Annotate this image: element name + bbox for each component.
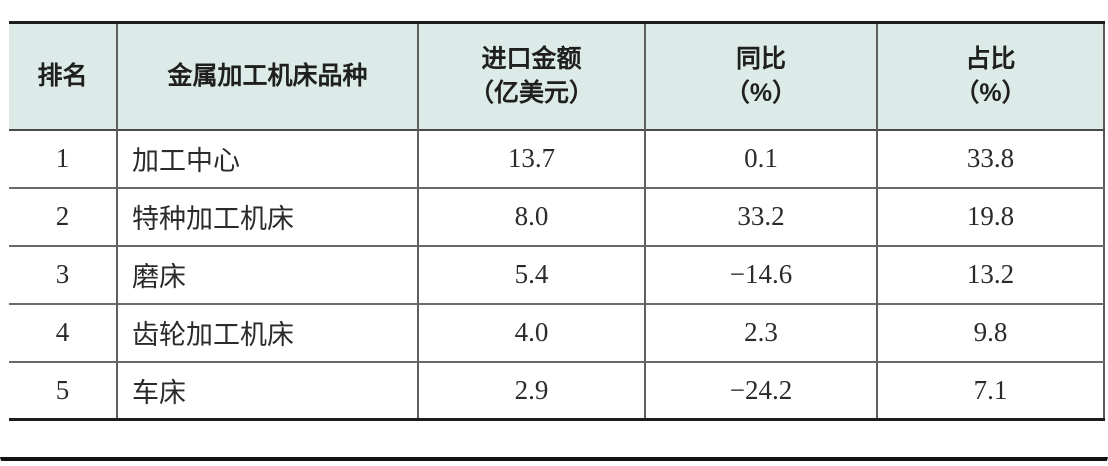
cell-yoy: 2.3: [645, 303, 878, 362]
cell-category: 加工中心: [117, 129, 419, 188]
cell-rank: 3: [9, 245, 118, 304]
cell-yoy: −24.2: [645, 361, 878, 420]
cell-yoy: 0.1: [645, 129, 878, 188]
page-bottom-rule: [0, 457, 1108, 461]
header-import-amount-line2: （亿美元）: [468, 79, 594, 108]
cell-rank: 1: [9, 129, 118, 188]
header-rank: 排名: [9, 22, 118, 130]
header-yoy: 同比 （%）: [645, 22, 878, 130]
table-row: 4 齿轮加工机床 4.0 2.3 9.8: [9, 303, 1104, 362]
cell-category: 齿轮加工机床: [117, 303, 419, 362]
table-row: 5 车床 2.9 −24.2 7.1: [9, 361, 1104, 420]
header-import-amount: 进口金额 （亿美元）: [418, 22, 646, 130]
cell-rank: 4: [9, 303, 118, 362]
cell-rank: 5: [9, 361, 118, 420]
table-row: 1 加工中心 13.7 0.1 33.8: [9, 129, 1104, 188]
table-row: 2 特种加工机床 8.0 33.2 19.8: [9, 187, 1104, 246]
machine-tool-import-table: 排名 金属加工机床品种 进口金额 （亿美元） 同比 （%） 占比 （%）: [9, 21, 1105, 421]
table-header-row: 排名 金属加工机床品种 进口金额 （亿美元） 同比 （%） 占比 （%）: [9, 22, 1104, 130]
cell-import-amount: 8.0: [418, 187, 646, 246]
cell-category: 特种加工机床: [117, 187, 419, 246]
header-share-line2: （%）: [954, 79, 1027, 108]
cell-share: 19.8: [966, 201, 1015, 231]
header-share: 占比 （%）: [877, 23, 1104, 130]
cell-import-amount: 2.9: [418, 361, 646, 420]
cell-category: 磨床: [117, 245, 419, 304]
cell-share: 13.2: [966, 259, 1015, 289]
cell-yoy: 33.2: [645, 187, 878, 246]
cell-import-amount: 4.0: [418, 303, 646, 362]
cell-import-amount: 13.7: [418, 129, 646, 188]
header-share-line1: 占比: [965, 45, 1016, 74]
header-rank-label: 排名: [37, 62, 88, 91]
table-row: 3 磨床 5.4 −14.6 13.2: [9, 245, 1104, 304]
cell-import-amount: 5.4: [418, 245, 646, 304]
header-category: 金属加工机床品种: [117, 22, 419, 130]
header-import-amount-line1: 进口金额: [481, 45, 582, 74]
cell-yoy: −14.6: [645, 245, 878, 304]
cell-share: 9.8: [973, 317, 1008, 347]
header-category-label: 金属加工机床品种: [167, 62, 368, 91]
header-yoy-line2: （%）: [724, 79, 798, 108]
cell-share: 33.8: [966, 143, 1015, 173]
cell-share: 7.1: [973, 374, 1008, 405]
cell-rank: 2: [9, 187, 118, 246]
cell-category: 车床: [117, 361, 419, 420]
header-yoy-line1: 同比: [735, 45, 786, 74]
